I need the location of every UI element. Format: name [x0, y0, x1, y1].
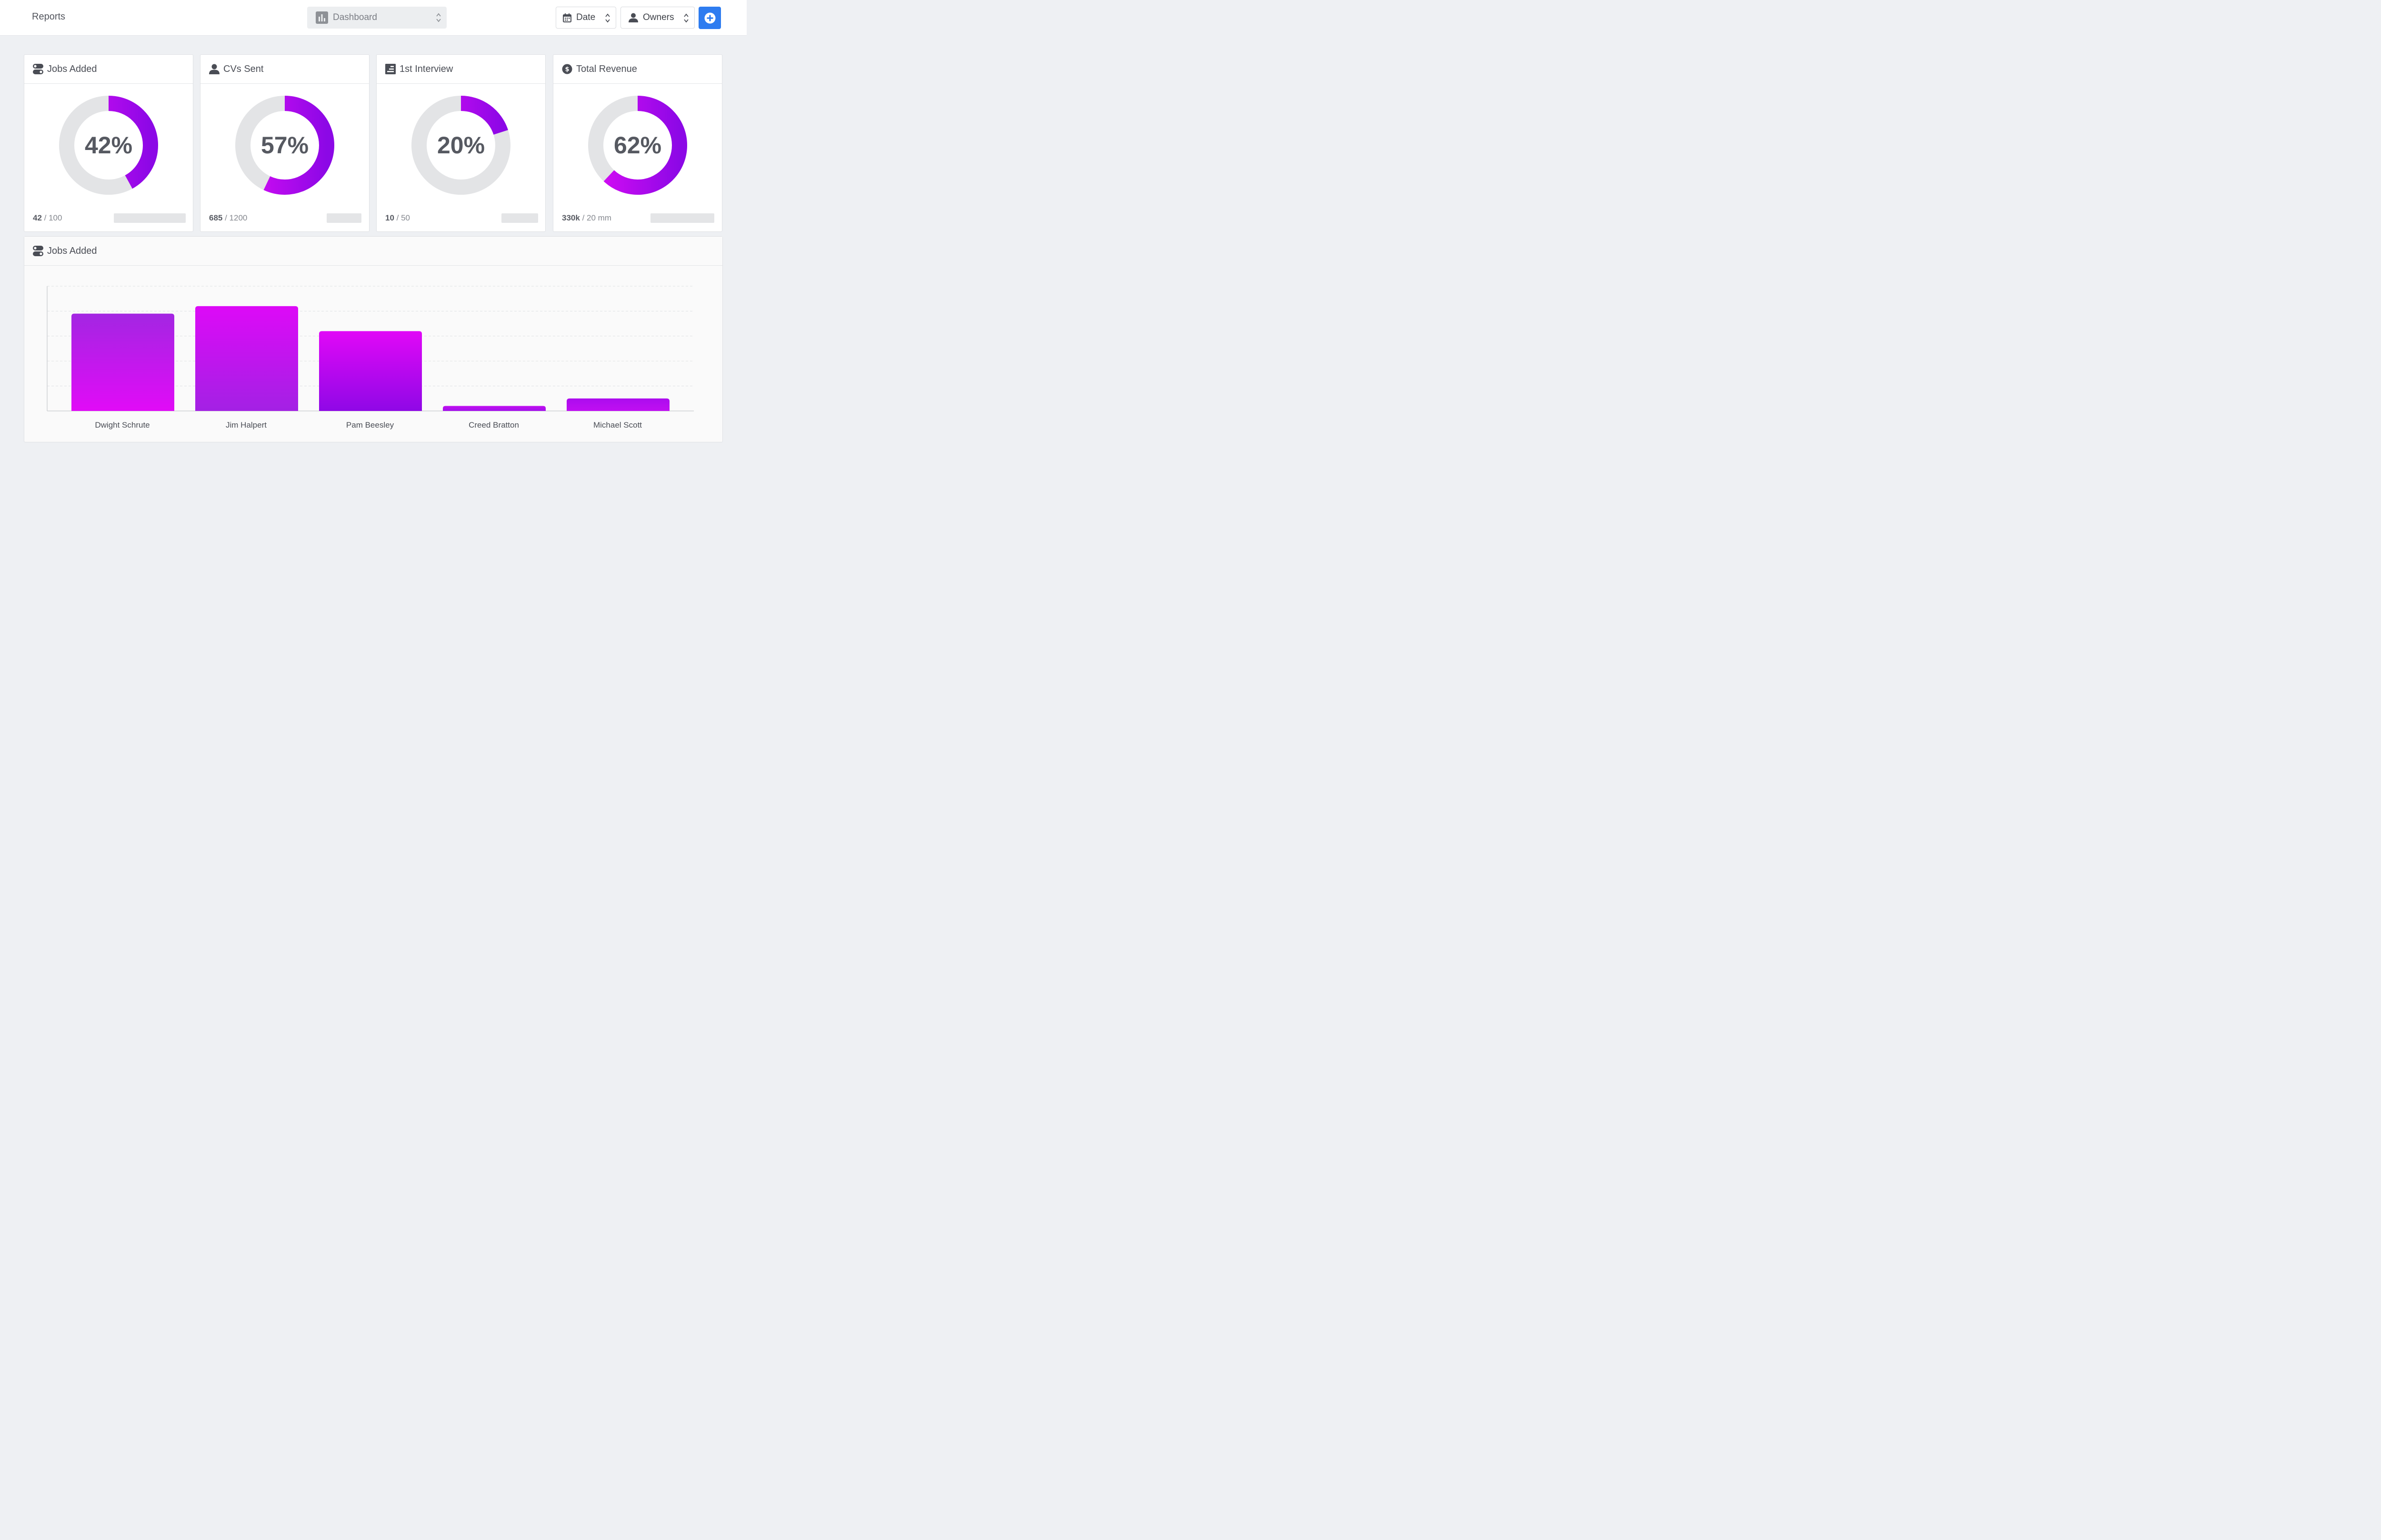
owners-select[interactable]: Owners [620, 7, 695, 29]
placeholder-bar [327, 213, 361, 223]
list-icon [385, 64, 396, 74]
date-select-value: Date [576, 12, 596, 22]
chevron-up-down-icon [684, 13, 689, 23]
donut-arc [588, 96, 687, 195]
progress-current: 10 [385, 213, 394, 222]
bar-jim-halpert[interactable] [195, 306, 298, 411]
kpi-card-jobs-added: Jobs Added 42% 42 / 100 [24, 54, 193, 232]
progress-current: 42 [33, 213, 42, 222]
bar-michael-scott[interactable] [567, 398, 670, 411]
bar-chart-icon [316, 11, 328, 24]
date-select[interactable]: Date [556, 7, 616, 29]
card-header: CVs Sent [200, 55, 369, 84]
kpi-card-first-interview: 1st Interview 20% 10 / 50 [376, 54, 546, 232]
donut-percent: 57% [260, 132, 309, 159]
donut-chart [588, 96, 687, 195]
donut-percent: 20% [437, 132, 485, 159]
kpi-card-total-revenue: $ Total Revenue 62% 330k / 20 mm [553, 54, 722, 232]
progress-current: 685 [209, 213, 223, 222]
donut-arc [411, 96, 510, 195]
donut-percent: 42% [84, 132, 133, 159]
card-header: 1st Interview [377, 55, 545, 84]
donut-chart [59, 96, 158, 195]
jobs-added-chart-panel: Jobs Added Dwight Schrute Jim Halpert Pam … [24, 236, 723, 442]
chevron-up-down-icon [605, 13, 610, 23]
svg-text:$: $ [565, 66, 569, 73]
progress-total: / 100 [44, 213, 62, 222]
card-progress-text: 10 / 50 [385, 213, 410, 223]
card-title: 1st Interview [400, 63, 453, 74]
donut-chart [411, 96, 510, 195]
toggles-icon [33, 64, 43, 74]
bar-pam-beesley[interactable] [319, 331, 422, 411]
progress-total: / 20 mm [582, 213, 611, 222]
x-tick-label: Dwight Schrute [95, 420, 150, 430]
view-select[interactable]: Dashboard [307, 7, 447, 29]
chevron-up-down-icon [436, 13, 441, 22]
card-header: $ Total Revenue [553, 55, 722, 84]
placeholder-bar [650, 213, 714, 223]
panel-title: Jobs Added [47, 245, 97, 256]
x-tick-label: Michael Scott [593, 420, 642, 430]
x-tick-label: Jim Halpert [226, 420, 267, 430]
owners-select-value: Owners [643, 12, 674, 22]
card-title: Jobs Added [47, 63, 97, 74]
donut-arc [59, 96, 158, 195]
bar-chart: Dwight Schrute Jim Halpert Pam Beesley Cree… [47, 286, 694, 430]
card-title: Total Revenue [576, 63, 637, 74]
add-button[interactable] [699, 7, 721, 29]
x-tick-label: Creed Bratton [469, 420, 519, 430]
progress-current: 330k [562, 213, 580, 222]
progress-total: / 1200 [225, 213, 248, 222]
donut-percent: 62% [613, 132, 662, 159]
view-select-value: Dashboard [333, 12, 377, 22]
x-tick-label: Pam Beesley [346, 420, 394, 430]
calendar-icon [563, 13, 571, 22]
card-progress-text: 330k / 20 mm [562, 213, 611, 223]
person-icon [629, 13, 638, 22]
progress-total: / 50 [396, 213, 410, 222]
donut-chart [235, 96, 334, 195]
top-bar: Reports Dashboard Date [0, 0, 747, 36]
person-icon [209, 64, 220, 74]
dollar-icon: $ [562, 64, 572, 74]
bar-creed-bratton[interactable] [443, 406, 546, 411]
toggles-icon [33, 246, 43, 256]
card-header: Jobs Added [24, 55, 193, 84]
card-title: CVs Sent [223, 63, 264, 74]
placeholder-bar [501, 213, 538, 223]
kpi-card-cvs-sent: CVs Sent 57% 685 / 1200 [200, 54, 370, 232]
card-progress-text: 685 / 1200 [209, 213, 247, 223]
plus-circle-icon [704, 12, 715, 23]
donut-arc [235, 96, 334, 195]
panel-header: Jobs Added [24, 237, 722, 266]
placeholder-bar [114, 213, 186, 223]
bar-dwight-schrute[interactable] [71, 313, 174, 411]
card-progress-text: 42 / 100 [33, 213, 62, 223]
page-title: Reports [32, 11, 66, 22]
